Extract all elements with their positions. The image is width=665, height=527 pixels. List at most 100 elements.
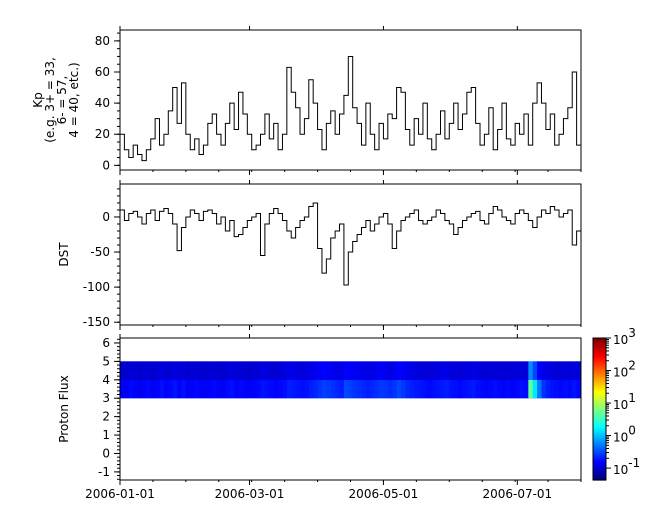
y-tick-label: 6 [102, 336, 110, 350]
heatmap-cell [321, 379, 327, 399]
heatmap-cell [383, 361, 389, 380]
y-tick-label: 80 [95, 34, 110, 48]
heatmap-cell [427, 361, 433, 380]
heatmap-cell [506, 379, 512, 399]
colorbar-segment [593, 456, 606, 459]
heatmap-cell [242, 361, 248, 380]
y-tick-label: -100 [83, 280, 110, 294]
colorbar-segment [593, 354, 606, 357]
heatmap-cell [392, 379, 398, 399]
heatmap-cell [563, 379, 569, 399]
heatmap-cell [431, 361, 437, 380]
heatmap-cell [242, 379, 248, 399]
heatmap-cell [383, 379, 389, 399]
colorbar-segment [593, 404, 606, 407]
heatmap-cell [510, 361, 516, 380]
colorbar-segment [593, 462, 606, 465]
heatmap-cell [137, 379, 143, 399]
heatmap-cell [387, 361, 393, 380]
heatmap-cell [449, 361, 455, 380]
colorbar-segment [593, 442, 606, 445]
heatmap-cell [335, 379, 341, 399]
heatmap-cell [414, 379, 420, 399]
heatmap-cell [370, 379, 376, 399]
heatmap-cell [295, 379, 301, 399]
heatmap-cell [396, 379, 402, 399]
heatmap-cell [554, 361, 560, 380]
heatmap-cell [501, 361, 507, 380]
heatmap-cell [278, 379, 283, 399]
heatmap-cell [256, 379, 261, 399]
x-tick-label: 2006-01-01 [85, 487, 155, 501]
plot-frame [119, 183, 582, 326]
heatmap-cell [181, 361, 187, 380]
colorbar-segment [593, 448, 606, 451]
colorbar-segment [593, 476, 606, 479]
heatmap-cell [313, 379, 319, 399]
colorbar-segment [593, 410, 606, 413]
heatmap-cell [400, 361, 406, 380]
heatmap-cell [515, 361, 521, 380]
heatmap-cell [488, 361, 494, 380]
x-tick-label: 2006-05-01 [349, 487, 419, 501]
heatmap-cell [326, 361, 332, 380]
heatmap-cell [317, 379, 323, 399]
heatmap-cell [528, 361, 534, 380]
plot-frame [119, 337, 582, 481]
heatmap-cell [146, 379, 152, 399]
heatmap-cell [185, 361, 191, 380]
colorbar-segment [593, 430, 606, 433]
heatmap-cell [440, 379, 446, 399]
heatmap-cell [488, 379, 494, 399]
colorbar-segment [593, 438, 606, 441]
colorbar-segment [593, 468, 606, 471]
heatmap-cell [269, 379, 275, 399]
heatmap-cell [379, 361, 384, 380]
heatmap-cell [308, 361, 314, 380]
heatmap-cell [436, 361, 442, 380]
heatmap-cell [444, 361, 450, 380]
heatmap-cell [141, 379, 147, 399]
heatmap-cell [379, 379, 384, 399]
colorbar-segment [593, 440, 606, 443]
x-tick-label: 2006-07-01 [482, 487, 552, 501]
heatmap-cell [387, 379, 393, 399]
colorbar-segment [593, 352, 606, 355]
heatmap-cell [339, 361, 345, 380]
colorbar-segment [593, 424, 606, 427]
heatmap-cell [352, 379, 358, 399]
heatmap-cell [458, 379, 463, 399]
heatmap-cell [348, 379, 354, 399]
panel-0: 0 20 40 60 80 Kp(e.g. 3+ = 33,6- = 57,4 = 40,… [31, 26, 582, 175]
colorbar-segment [593, 460, 606, 463]
colorbar-segment [593, 420, 606, 423]
heatmap-cell [519, 361, 525, 380]
y-tick-label: 60 [95, 65, 110, 79]
heatmap-cell [541, 361, 547, 380]
heatmap-cell [163, 361, 169, 380]
heatmap-cell [545, 361, 551, 380]
heatmap-cell [475, 379, 481, 399]
colorbar-segment [593, 402, 606, 405]
heatmap-cell [172, 361, 178, 380]
colorbar-segment [593, 338, 606, 341]
heatmap-cell [414, 361, 420, 380]
heatmap-cell [409, 361, 415, 380]
heatmap-cell [238, 361, 244, 380]
heatmap-cell [300, 361, 305, 380]
heatmap-cell [427, 379, 433, 399]
heatmap-cell [357, 379, 362, 399]
heatmap-cell [177, 361, 182, 380]
colorbar-segment [593, 378, 606, 381]
heatmap-cell [510, 379, 516, 399]
heatmap-cell [541, 379, 547, 399]
heatmap-cell [282, 379, 288, 399]
colorbar-segment [593, 398, 606, 401]
heatmap-cell [291, 379, 297, 399]
heatmap-cell [212, 379, 218, 399]
colorbar-segment [593, 418, 606, 421]
heatmap-cell [352, 361, 358, 380]
heatmap-cell [537, 379, 542, 399]
heatmap-cell [199, 361, 204, 380]
heatmap-cell [550, 361, 556, 380]
